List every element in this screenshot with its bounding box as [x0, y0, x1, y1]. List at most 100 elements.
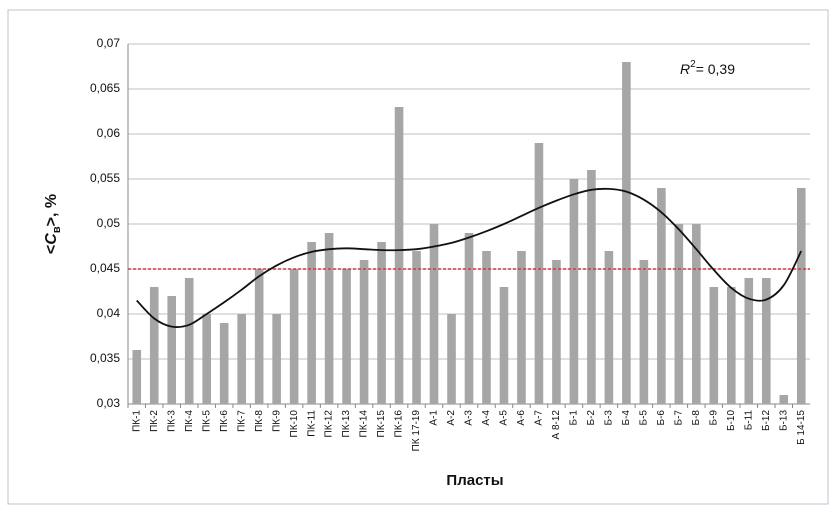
- y-tick-label: 0,07: [97, 36, 121, 50]
- x-tick-label: ПК-10: [289, 410, 300, 438]
- bar: [272, 314, 281, 404]
- bar: [587, 170, 596, 404]
- y-tick-label: 0,065: [90, 81, 120, 95]
- bar: [639, 260, 649, 404]
- x-tick-label: ПК-6: [219, 410, 230, 432]
- bar: [289, 269, 299, 404]
- bar: [674, 224, 684, 404]
- bar: [219, 323, 229, 404]
- y-tick-label: 0,03: [97, 396, 121, 410]
- x-tick-label: Б-12: [761, 410, 772, 431]
- bar: [464, 233, 474, 404]
- y-title-symbol: C: [43, 233, 60, 245]
- bar: [534, 143, 544, 404]
- bar: [307, 242, 316, 404]
- x-tick-label: Б-13: [778, 410, 789, 431]
- bar: [796, 188, 806, 404]
- y-title-right: >, %: [43, 194, 60, 226]
- x-tick-label: ПК-5: [201, 410, 212, 432]
- x-tick-label: Б 14-15: [796, 410, 807, 445]
- x-tick-label: ПК-16: [394, 410, 405, 438]
- x-tick-label: Б-8: [691, 410, 702, 426]
- bar: [692, 224, 701, 404]
- x-tick-label: А-1: [429, 410, 440, 426]
- x-tick-label: ПК-9: [271, 410, 282, 432]
- x-tick-label: Б-4: [621, 410, 632, 426]
- x-tick-label: Б-1: [569, 410, 580, 426]
- y-tick-label: 0,055: [90, 171, 120, 185]
- y-title-subscript: в: [51, 226, 63, 233]
- x-tick-label: ПК-7: [236, 410, 247, 432]
- bar: [254, 269, 264, 404]
- bar: [482, 251, 491, 404]
- bar: [149, 287, 159, 404]
- bar: [377, 242, 386, 404]
- bar: [359, 260, 369, 404]
- annotation-text: = 0,39: [696, 61, 736, 77]
- bar: [394, 107, 404, 404]
- x-tick-label: ПК 17-19: [411, 410, 422, 452]
- trendline: [136, 187, 803, 328]
- y-tick-label: 0,06: [97, 126, 121, 140]
- annotation-symbol: R: [680, 61, 690, 77]
- bar: [447, 314, 456, 404]
- y-title-left: <: [43, 245, 60, 254]
- bar: [779, 395, 789, 404]
- annotation: R2= 0,39: [680, 59, 735, 77]
- bar: [622, 62, 631, 404]
- x-tick-label: ПК-3: [166, 410, 177, 432]
- bar: [324, 233, 334, 404]
- x-tick-label: ПК-14: [359, 410, 370, 438]
- x-tick-label: ПК-13: [341, 410, 352, 438]
- frame: [7, 9, 829, 505]
- bar: [709, 287, 719, 404]
- bar: [412, 251, 421, 404]
- bar: [184, 278, 194, 404]
- bar: [604, 251, 614, 404]
- bar: [429, 224, 439, 404]
- bar: [237, 314, 246, 404]
- x-tick-label: А-4: [481, 410, 492, 426]
- y-tick-label: 0,035: [90, 351, 120, 365]
- bar: [761, 278, 771, 404]
- x-tick-label: Б-2: [586, 410, 597, 426]
- x-tick-label: Б-5: [639, 410, 650, 426]
- bar: [202, 314, 211, 404]
- y-tick-label: 0,05: [97, 216, 121, 230]
- x-tick-label: ПК-1: [131, 410, 142, 432]
- x-tick-label: Б-10: [726, 410, 737, 431]
- x-tick-label: ПК-11: [306, 410, 317, 437]
- annotation-power: 2: [690, 59, 696, 70]
- bar: [727, 287, 736, 404]
- bar: [517, 251, 526, 404]
- bar: [657, 188, 666, 404]
- bar: [132, 350, 142, 404]
- y-tick-label: 0,04: [97, 306, 121, 320]
- x-tick-label: Б-3: [604, 410, 615, 426]
- bar: [569, 179, 579, 404]
- x-tick-label: А-7: [534, 410, 545, 426]
- x-tick-label: ПК-2: [149, 410, 160, 432]
- x-tick-label: ПК-12: [324, 410, 335, 438]
- bar: [499, 287, 509, 404]
- x-tick-label: ПК-4: [184, 410, 195, 432]
- x-tick-label: ПК-8: [254, 410, 265, 432]
- x-tick-label: А-2: [446, 410, 457, 426]
- x-tick-label: Б-6: [656, 410, 667, 426]
- x-tick-label: А-5: [499, 410, 510, 426]
- bar: [744, 278, 754, 404]
- x-tick-label: А-6: [516, 410, 527, 426]
- x-tick-label: Б-7: [673, 410, 684, 426]
- bar: [167, 296, 177, 404]
- y-axis-title: <Cв>, %: [43, 194, 63, 254]
- x-tick-label: Б-11: [743, 410, 754, 431]
- x-tick-label: ПК-15: [376, 410, 387, 438]
- x-axis-title: Пласты: [446, 472, 503, 489]
- x-tick-label: А-3: [464, 410, 475, 426]
- bar: [552, 260, 561, 404]
- bar: [342, 269, 351, 404]
- x-tick-label: Б-9: [708, 410, 719, 426]
- x-tick-label: А 8-12: [551, 410, 562, 440]
- y-tick-label: 0,045: [90, 261, 120, 275]
